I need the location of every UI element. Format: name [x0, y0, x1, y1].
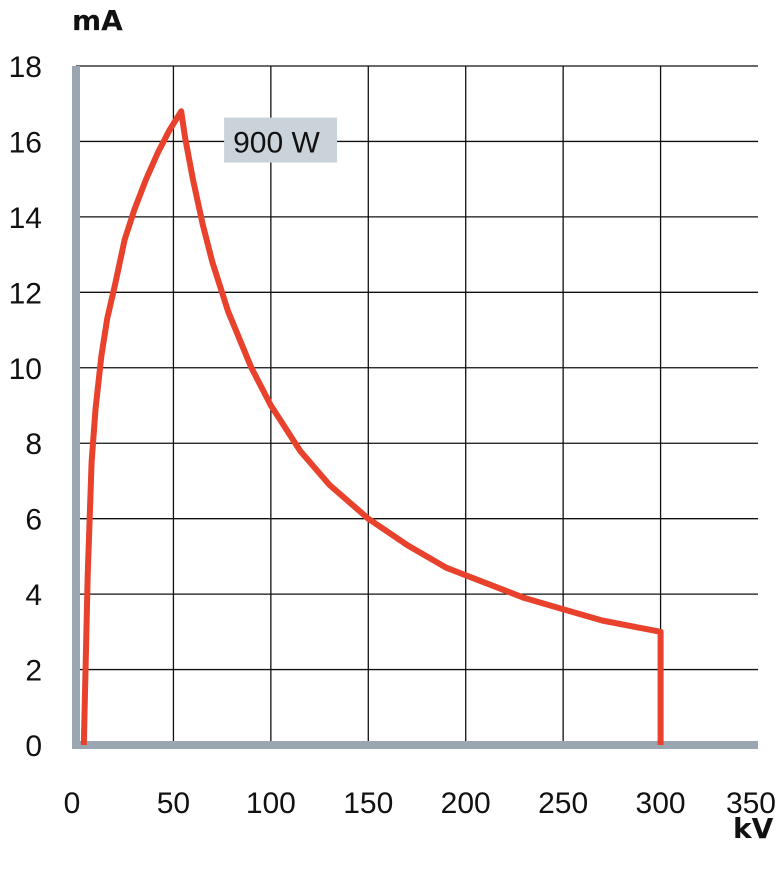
y-tick-label: 6	[25, 504, 42, 537]
x-tick-label: 50	[157, 787, 190, 820]
y-tick-label: 0	[25, 730, 42, 763]
y-tick-label: 14	[9, 202, 42, 235]
x-tick-label: 100	[246, 787, 296, 820]
x-tick-label: 150	[343, 787, 393, 820]
y-axis-title: mA	[72, 4, 123, 37]
x-tick-label: 300	[636, 787, 686, 820]
annotation-label: 900 W	[233, 127, 320, 160]
x-tick-label: 350	[726, 787, 776, 820]
annotation-box	[224, 117, 338, 163]
axes	[72, 66, 758, 749]
grid	[76, 65, 758, 745]
series-line	[80, 108, 664, 746]
series	[80, 108, 664, 746]
y-tick-label: 12	[9, 277, 42, 310]
y-tick-label: 2	[25, 655, 42, 688]
x-tick-label: 0	[64, 787, 81, 820]
x-tick-label: 250	[538, 787, 588, 820]
x-tick-label: 200	[441, 787, 491, 820]
annotations: 900 W	[224, 117, 338, 163]
x-axis-title: kV	[733, 812, 774, 845]
y-tick-label: 8	[25, 428, 42, 461]
y-tick-label: 18	[9, 51, 42, 84]
tick-labels: 0 2 4 6 8 10 12 14 16 18 0 50 100 150 200 250 300 350	[9, 51, 776, 820]
y-tick-label: 4	[25, 579, 42, 612]
annotation: 900 W	[224, 117, 338, 163]
y-tick-label: 16	[9, 126, 42, 159]
y-tick-label: 10	[9, 353, 42, 386]
